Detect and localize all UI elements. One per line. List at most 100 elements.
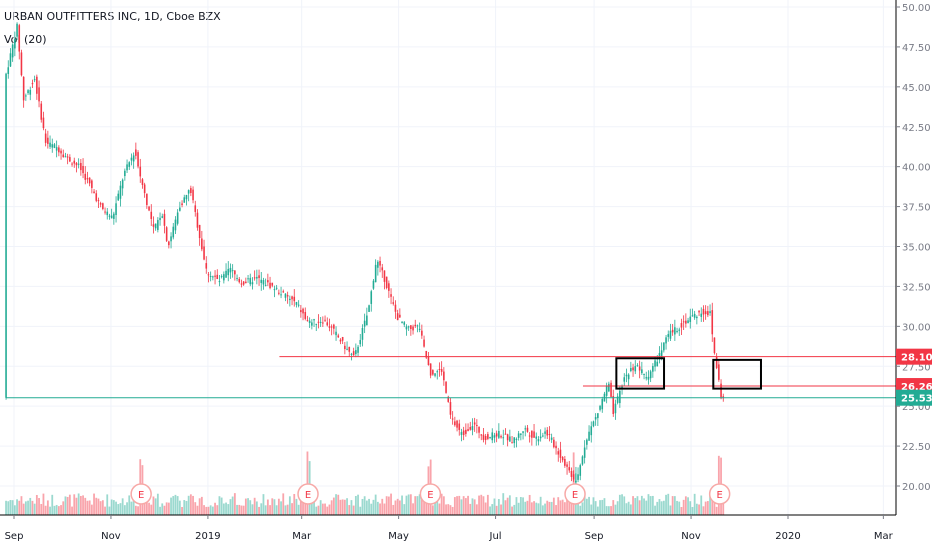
volume-bar — [407, 494, 410, 515]
volume-bar — [585, 498, 588, 515]
candle-body — [77, 163, 80, 165]
earnings-marker[interactable] — [564, 483, 586, 505]
candle-body — [645, 377, 648, 379]
volume-bar — [200, 496, 203, 515]
candle-body — [601, 399, 604, 410]
candle-body — [421, 330, 423, 336]
volume-bar — [599, 500, 601, 515]
candle-body — [64, 156, 67, 158]
candle-body — [229, 267, 232, 273]
candle-body — [685, 320, 687, 324]
volume-bar — [68, 494, 71, 515]
candle-body — [711, 310, 714, 335]
candle-body — [484, 436, 487, 441]
drawn-rectangle[interactable] — [615, 357, 666, 390]
volume-bar — [423, 494, 425, 515]
price-axis[interactable] — [896, 0, 932, 550]
volume-bar — [64, 496, 67, 515]
volume-bar — [511, 506, 513, 515]
candle-body — [414, 324, 417, 327]
volume-bar — [128, 495, 131, 515]
volume-bar — [22, 503, 25, 515]
candle-body — [476, 424, 478, 426]
candle-body — [423, 339, 425, 347]
earnings-marker[interactable] — [419, 483, 442, 505]
volume-bar — [150, 504, 153, 515]
drawn-rectangle[interactable] — [712, 358, 762, 390]
volume-bar — [627, 501, 630, 515]
volume-bar — [253, 497, 256, 515]
volume-bar — [493, 498, 496, 515]
candle-body — [531, 430, 533, 438]
volume-bar — [359, 506, 362, 515]
volume-bar — [559, 500, 562, 515]
candle-body — [652, 365, 654, 372]
candle-body — [671, 329, 674, 333]
candle-body — [196, 212, 199, 228]
candle-body — [696, 316, 698, 319]
volume-bar — [354, 495, 357, 515]
candle-body — [346, 348, 348, 350]
candle-body — [638, 366, 641, 371]
volume-bar — [517, 502, 520, 515]
candle-body — [231, 270, 234, 272]
candle-body — [256, 276, 258, 279]
volume-bar — [7, 501, 10, 515]
candle-body — [654, 360, 656, 367]
volume-bar — [651, 495, 654, 515]
volume-bar — [35, 494, 38, 515]
time-tick-label: Sep — [5, 531, 24, 542]
volume-bar — [458, 495, 461, 515]
volume-bar — [304, 495, 307, 515]
volume-bar — [332, 497, 335, 515]
candle-body — [181, 203, 183, 205]
volume-bar — [478, 495, 480, 515]
volume-bar — [66, 496, 69, 515]
earnings-marker[interactable] — [708, 483, 731, 505]
candle-body — [143, 184, 146, 194]
volume-bar — [456, 496, 458, 515]
volume-bar — [361, 498, 364, 515]
volume-bar — [647, 494, 650, 515]
volume-bar — [643, 498, 645, 515]
volume-bar — [684, 496, 687, 515]
volume-bar — [53, 505, 56, 515]
time-tick-label: Jul — [489, 531, 502, 542]
volume-bar — [396, 498, 399, 515]
volume-bar — [546, 500, 549, 515]
volume-bar — [9, 500, 12, 515]
candle-body — [51, 144, 54, 148]
candle-body — [471, 426, 474, 431]
volume-bar — [607, 506, 610, 515]
candle-body — [359, 340, 362, 345]
volume-bar — [612, 500, 615, 515]
price-tick-label: 50.00 — [902, 3, 931, 14]
time-tick-label: 2020 — [775, 531, 800, 542]
candle-body — [168, 241, 170, 246]
volume-bar — [528, 494, 531, 515]
volume-bar — [220, 497, 223, 515]
candle-body — [247, 278, 249, 280]
candle-body — [315, 323, 318, 325]
volume-bar — [568, 498, 571, 515]
candle-body — [473, 422, 476, 425]
earnings-marker[interactable] — [297, 483, 319, 505]
volume-bar — [178, 500, 181, 515]
volume-bar — [482, 496, 485, 515]
candle-body — [234, 270, 236, 275]
candle-body — [282, 291, 285, 293]
candle-body — [465, 429, 467, 434]
volume-bar — [506, 497, 509, 515]
volume-bar — [209, 505, 212, 515]
candle-body — [75, 162, 78, 166]
volume-bar — [236, 504, 238, 515]
candle-body — [445, 381, 447, 393]
candle-body — [126, 164, 128, 171]
time-axis[interactable] — [0, 515, 932, 550]
earnings-marker[interactable] — [130, 483, 152, 505]
earnings-marker-label: E — [716, 490, 722, 501]
candle-body — [14, 39, 16, 49]
volume-bar — [497, 499, 500, 515]
volume-bar — [665, 494, 667, 515]
